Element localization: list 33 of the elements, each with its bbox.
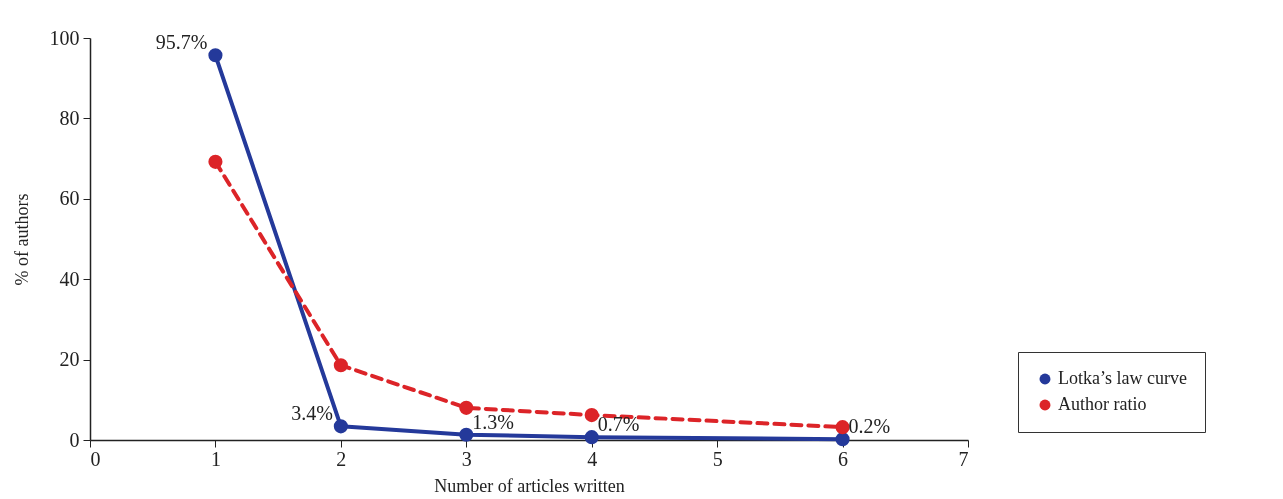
point [208, 154, 223, 169]
data-label: 0.7% [597, 413, 640, 436]
point [333, 419, 348, 434]
point [835, 432, 850, 447]
point [208, 48, 223, 63]
point [333, 358, 348, 373]
x-tick-label: 3 [461, 447, 472, 470]
point [584, 408, 599, 423]
legend-label: Lotka’s law curve [1058, 368, 1187, 388]
x-tick-label: 6 [838, 447, 849, 470]
x-axis-title: Number of articles written [434, 475, 625, 496]
x-tick-label: 2 [336, 447, 347, 470]
x-tick-label: 5 [712, 447, 723, 470]
data-label: 0.2% [848, 415, 891, 438]
x-tick-label: 7 [958, 447, 969, 470]
point [459, 400, 474, 415]
point [835, 420, 850, 435]
y-tick-label: 40 [59, 267, 80, 290]
legend-label: Author ratio [1058, 394, 1147, 414]
y-axis-title: % of authors [11, 193, 32, 286]
point [584, 430, 599, 445]
y-tick-label: 20 [59, 348, 80, 371]
x-tick-label: 0 [90, 447, 101, 470]
data-label: 95.7% [155, 31, 208, 54]
y-tick-label: 80 [59, 106, 80, 129]
x-tick-label: 4 [587, 447, 598, 470]
y-tick-label: 60 [59, 187, 80, 210]
x-tick-label: 1 [210, 447, 221, 470]
data-label: 3.4% [291, 402, 333, 425]
y-tick-label: 100 [49, 26, 80, 49]
point [459, 427, 474, 442]
data-label: 1.3% [472, 410, 514, 433]
y-tick-label: 0 [69, 428, 80, 451]
